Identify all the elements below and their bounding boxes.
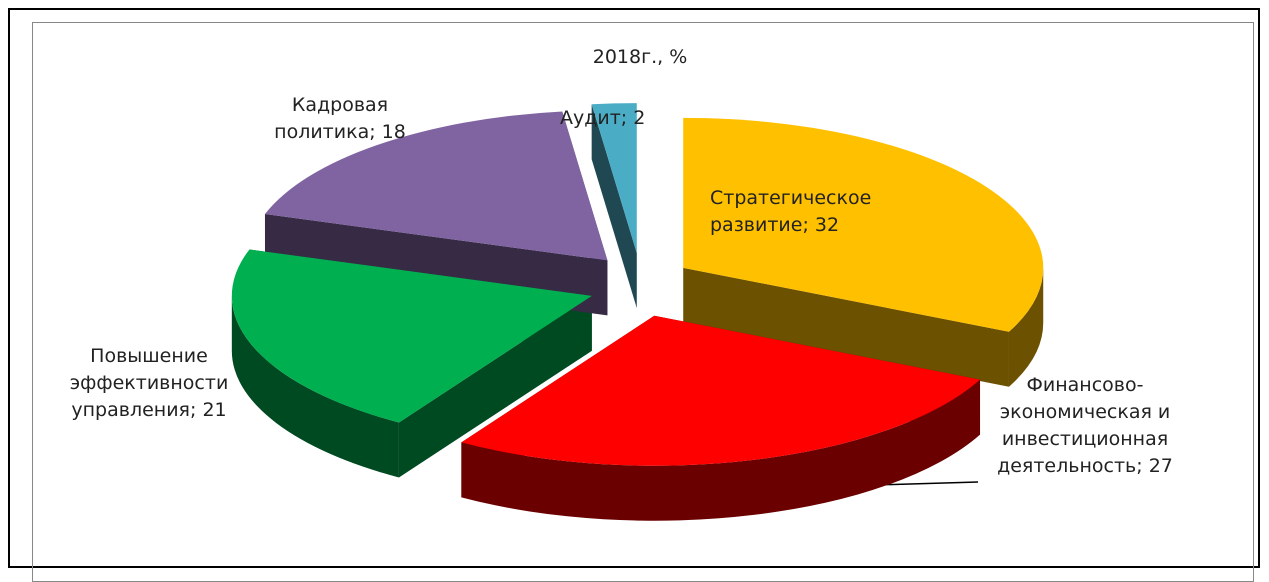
label-category: Стратегическое развитие bbox=[710, 187, 872, 236]
label-value: 2 bbox=[633, 107, 646, 129]
slice-side bbox=[461, 379, 981, 521]
label-value: 18 bbox=[381, 121, 406, 143]
slice bbox=[231, 249, 592, 423]
slice bbox=[683, 117, 1044, 332]
data-label: Финансово-экономическая и инвестиционная… bbox=[975, 372, 1195, 480]
label-category: Аудит bbox=[560, 107, 621, 129]
label-separator: ; bbox=[802, 214, 815, 236]
chart bbox=[231, 103, 1044, 521]
label-separator: ; bbox=[620, 107, 634, 129]
page: 2018г., % (() => { const data = JSON.par… bbox=[8, 8, 1260, 582]
slice-side bbox=[231, 295, 399, 478]
label-separator: ; bbox=[1136, 455, 1149, 477]
data-label: Кадровая политика; 18 bbox=[245, 92, 435, 146]
label-value: 21 bbox=[202, 399, 227, 421]
label-category: Повышение эффективности управления bbox=[69, 345, 229, 421]
slice-wall bbox=[591, 104, 637, 309]
data-label: Аудит; 2 bbox=[560, 105, 710, 132]
chart-title: 2018г., % bbox=[592, 46, 688, 68]
label-category: Финансово-экономическая и инвестиционная… bbox=[997, 374, 1171, 477]
label-separator: ; bbox=[189, 399, 203, 421]
slice bbox=[461, 315, 981, 466]
slice-wall bbox=[683, 267, 1009, 387]
slice-side bbox=[1008, 267, 1044, 387]
slice bbox=[264, 111, 608, 261]
label-value: 32 bbox=[814, 214, 840, 236]
label-category: Кадровая политика bbox=[274, 94, 389, 143]
data-label: Стратегическое развитие; 32 bbox=[710, 185, 950, 239]
label-value: 27 bbox=[1148, 455, 1173, 477]
slice bbox=[591, 103, 637, 254]
data-label: Повышение эффективности управления; 21 bbox=[38, 343, 260, 424]
label-separator: ; bbox=[369, 121, 382, 143]
